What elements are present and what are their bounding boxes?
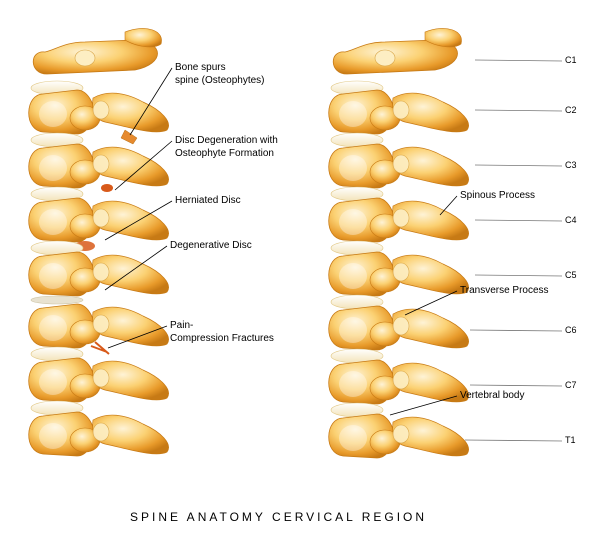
right-spine xyxy=(329,28,469,458)
left-spine xyxy=(29,28,169,456)
vertebra-label-2: C3 xyxy=(565,160,577,170)
vertebra-label-3: C4 xyxy=(565,215,577,225)
left-label-3: Degenerative Disc xyxy=(170,240,252,253)
vertebra-label-0: C1 xyxy=(565,55,577,65)
left-label-1: Disc Degeneration with Osteophyte Format… xyxy=(175,135,278,160)
left-label-4: Pain- Compression Fractures xyxy=(170,320,274,345)
vertebra-label-7: T1 xyxy=(565,435,576,445)
vertebra-label-4: C5 xyxy=(565,270,577,280)
diagram-canvas: SPINE ANATOMY CERVICAL REGION Bone spurs… xyxy=(0,0,600,547)
right-label-0: Spinous Process xyxy=(460,190,535,203)
right-label-1: Transverse Process xyxy=(460,285,549,298)
vertebra-label-6: C7 xyxy=(565,380,577,390)
right-label-2: Vertebral body xyxy=(460,390,525,403)
diagram-title: SPINE ANATOMY CERVICAL REGION xyxy=(130,510,427,524)
left-label-0: Bone spurs spine (Osteophytes) xyxy=(175,62,265,87)
vertebra-label-5: C6 xyxy=(565,325,577,335)
leader-lines xyxy=(0,0,600,547)
vertebra-label-1: C2 xyxy=(565,105,577,115)
spine-illustrations xyxy=(0,0,600,547)
left-label-2: Herniated Disc xyxy=(175,195,241,208)
